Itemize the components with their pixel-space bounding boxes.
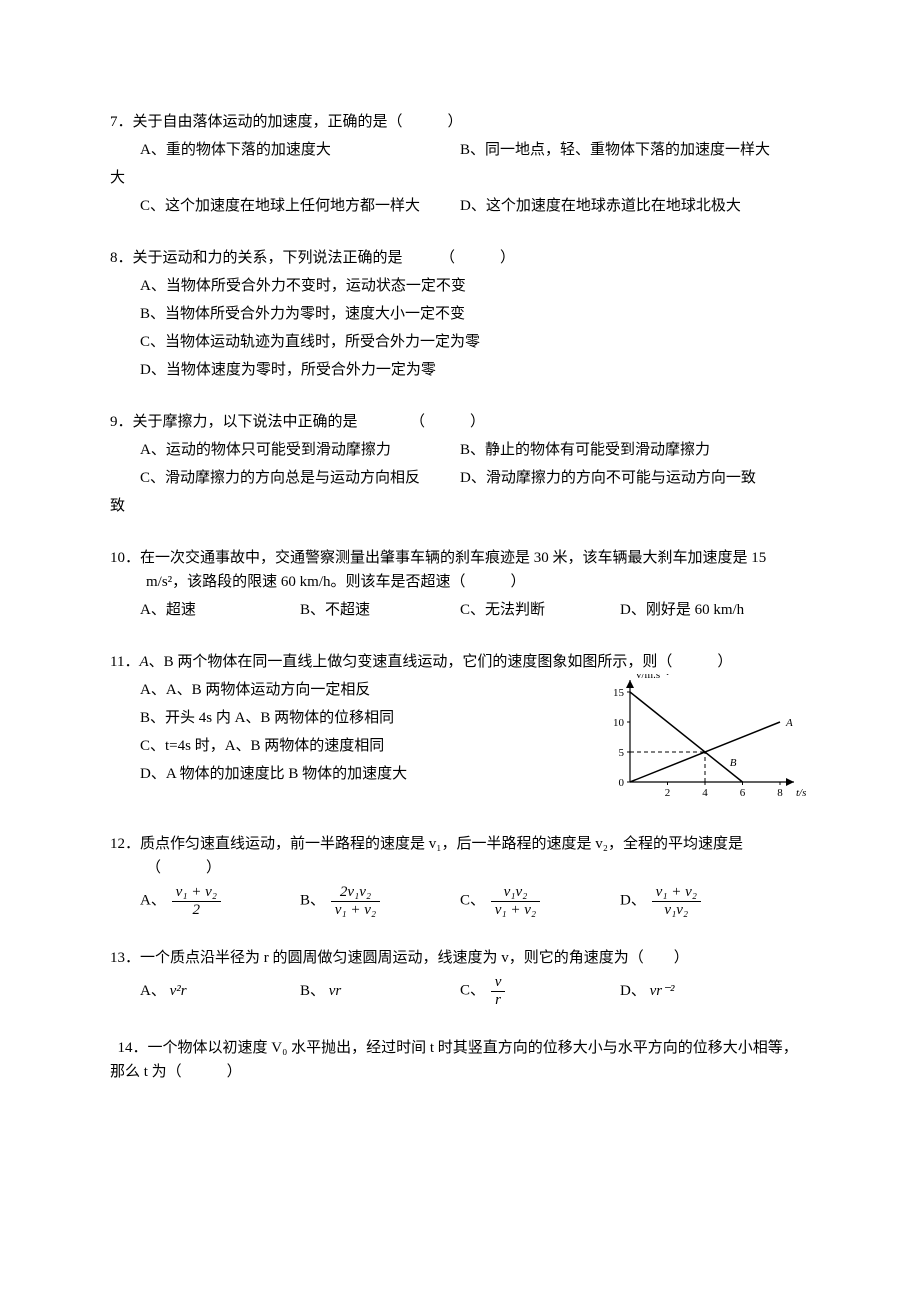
q13-option-d: D、 vr⁻² xyxy=(620,979,780,1003)
question-7: 7．关于自由落体运动的加速度，正确的是（ ） A、重的物体下落的加速度大 B、同… xyxy=(110,110,810,218)
svg-text:t/s: t/s xyxy=(796,787,806,799)
question-9-stem: 9．关于摩擦力，以下说法中正确的是 （ ） xyxy=(110,410,810,434)
svg-text:8: 8 xyxy=(777,787,783,799)
q7-option-d: D、这个加速度在地球赤道比在地球北极大 xyxy=(460,194,780,218)
q13-option-a: A、 v²r xyxy=(140,979,300,1003)
question-14: 14．一个物体以初速度 V₀ 水平抛出，经过时间 t 时其竖直方向的位移大小与水… xyxy=(110,1036,810,1084)
question-13-stem: 13．一个质点沿半径为 r 的圆周做匀速圆周运动，线速度为 v，则它的角速度为（… xyxy=(110,946,810,970)
q13-d-label: D、 xyxy=(620,983,646,999)
q12-d-num: v₁ + v₂ xyxy=(652,884,701,902)
q7-option-c: C、这个加速度在地球上任何地方都一样大 xyxy=(140,194,460,218)
q12-a-label: A、 xyxy=(140,892,166,908)
q10-option-c: C、无法判断 xyxy=(460,598,620,622)
svg-text:6: 6 xyxy=(740,787,746,799)
q13-d-txt: vr⁻² xyxy=(650,983,675,999)
svg-text:0: 0 xyxy=(619,777,625,789)
q11-stem-A: A xyxy=(139,654,148,670)
q13-b-label: B、 xyxy=(300,983,325,999)
q9-option-d: D、滑动摩擦力的方向不可能与运动方向一致 xyxy=(460,466,780,490)
q12-a-den: 2 xyxy=(172,902,221,919)
q10-option-a: A、超速 xyxy=(140,598,300,622)
question-9: 9．关于摩擦力，以下说法中正确的是 （ ） A、运动的物体只可能受到滑动摩擦力 … xyxy=(110,410,810,518)
q12-d-label: D、 xyxy=(620,892,646,908)
question-11-stem: 11．A、B 两个物体在同一直线上做匀变速直线运动，它们的速度图象如图所示，则（… xyxy=(110,650,810,674)
q12-c-den: v₁ + v₂ xyxy=(491,902,540,919)
q13-option-c: C、 vr xyxy=(460,974,620,1008)
svg-text:5: 5 xyxy=(619,747,625,759)
q10-option-d: D、刚好是 60 km/h xyxy=(620,598,780,622)
svg-text:10: 10 xyxy=(613,717,625,729)
question-7-stem: 7．关于自由落体运动的加速度，正确的是（ ） xyxy=(110,110,810,134)
q12-a-num: v₁ + v₂ xyxy=(172,884,221,902)
question-11: 11．A、B 两个物体在同一直线上做匀变速直线运动，它们的速度图象如图所示，则（… xyxy=(110,650,810,804)
q13-c-label: C、 xyxy=(460,982,485,998)
q13-a-txt: v²r xyxy=(170,983,187,999)
question-8-stem: 8．关于运动和力的关系，下列说法正确的是 （ ） xyxy=(110,246,810,270)
q11-option-b: B、开头 4s 内 A、B 两物体的位移相同 xyxy=(140,706,590,730)
svg-text:A: A xyxy=(785,717,793,729)
q12-option-c: C、 v₁v₂v₁ + v₂ xyxy=(460,884,620,918)
q9-option-d-tail: 致 xyxy=(110,498,125,514)
svg-text:4: 4 xyxy=(702,787,708,799)
q12-d-den: v₁v₂ xyxy=(652,902,701,919)
q12-b-den: v₁ + v₂ xyxy=(331,902,380,919)
q12-c-label: C、 xyxy=(460,892,485,908)
q13-a-label: A、 xyxy=(140,983,166,999)
q10-option-b: B、不超速 xyxy=(300,598,460,622)
q13-c-den: r xyxy=(491,992,506,1009)
q13-c-num: v xyxy=(491,974,506,992)
q9-option-c: C、滑动摩擦力的方向总是与运动方向相反 xyxy=(140,466,460,490)
q11-stem-prefix: 11． xyxy=(110,654,139,670)
q9-option-a: A、运动的物体只可能受到滑动摩擦力 xyxy=(140,438,460,462)
q7-option-b: B、同一地点，轻、重物体下落的加速度一样大 xyxy=(460,138,780,162)
q11-option-d: D、A 物体的加速度比 B 物体的加速度大 xyxy=(140,762,590,786)
question-10-stem: 10．在一次交通事故中，交通警察测量出肇事车辆的刹车痕迹是 30 米，该车辆最大… xyxy=(110,546,810,594)
q11-option-c: C、t=4s 时，A、B 两物体的速度相同 xyxy=(140,734,590,758)
q12-option-b: B、 2v₁v₂v₁ + v₂ xyxy=(300,884,460,918)
q12-c-num: v₁v₂ xyxy=(491,884,540,902)
question-14-stem: 14．一个物体以初速度 V₀ 水平抛出，经过时间 t 时其竖直方向的位移大小与水… xyxy=(110,1036,810,1084)
question-10: 10．在一次交通事故中，交通警察测量出肇事车辆的刹车痕迹是 30 米，该车辆最大… xyxy=(110,546,810,622)
q8-option-c: C、当物体运动轨迹为直线时，所受合外力一定为零 xyxy=(140,330,810,354)
svg-text:15: 15 xyxy=(613,687,625,699)
question-8: 8．关于运动和力的关系，下列说法正确的是 （ ） A、当物体所受合外力不变时，运… xyxy=(110,246,810,382)
q13-option-b: B、 vr xyxy=(300,979,460,1003)
q12-option-d: D、 v₁ + v₂v₁v₂ xyxy=(620,884,780,918)
q11-option-a: A、A、B 两物体运动方向一定相反 xyxy=(140,678,590,702)
q13-b-txt: vr xyxy=(329,983,342,999)
question-12: 12．质点作匀速直线运动，前一半路程的速度是 v₁，后一半路程的速度是 v₂，全… xyxy=(110,832,810,918)
q7-option-b-tail: 大 xyxy=(110,166,125,190)
velocity-time-graph: 0 5 10 15 2 4 6 8 A Bv/m.s⁻¹ t/s xyxy=(600,674,810,804)
svg-text:2: 2 xyxy=(665,787,671,799)
q8-option-d: D、当物体速度为零时，所受合外力一定为零 xyxy=(140,358,810,382)
q12-option-a: A、 v₁ + v₂2 xyxy=(140,884,300,918)
svg-text:B: B xyxy=(730,757,737,769)
q12-b-label: B、 xyxy=(300,892,325,908)
q8-option-a: A、当物体所受合外力不变时，运动状态一定不变 xyxy=(140,274,810,298)
question-12-stem: 12．质点作匀速直线运动，前一半路程的速度是 v₁，后一半路程的速度是 v₂，全… xyxy=(110,832,810,880)
q11-stem-body: 、B 两个物体在同一直线上做匀变速直线运动，它们的速度图象如图所示，则（ ） xyxy=(149,654,733,670)
q12-b-num: 2v₁v₂ xyxy=(331,884,380,902)
q8-option-b: B、当物体所受合外力为零时，速度大小一定不变 xyxy=(140,302,810,326)
svg-text:v/m.s⁻¹: v/m.s⁻¹ xyxy=(636,674,669,681)
question-13: 13．一个质点沿半径为 r 的圆周做匀速圆周运动，线速度为 v，则它的角速度为（… xyxy=(110,946,810,1008)
q9-option-b: B、静止的物体有可能受到滑动摩擦力 xyxy=(460,438,780,462)
q7-option-a: A、重的物体下落的加速度大 xyxy=(140,138,460,162)
